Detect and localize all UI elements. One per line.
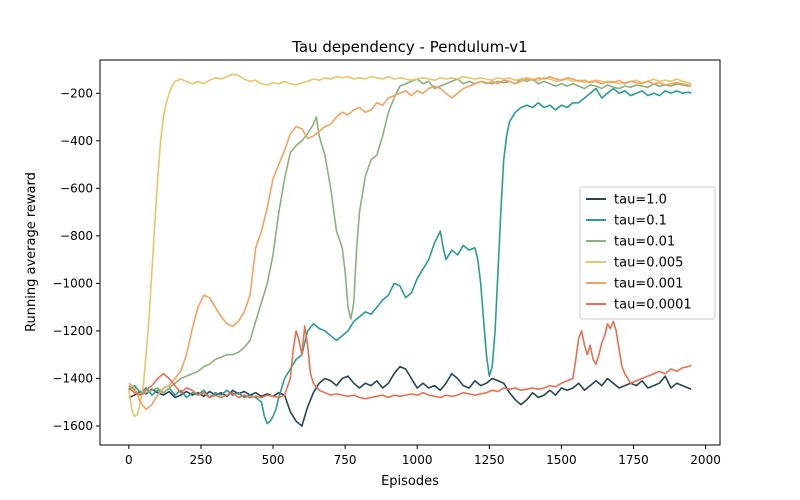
series-line-1 (128, 87, 692, 425)
x-axis-label: Episodes (381, 474, 439, 489)
x-tick-label: 2000 (690, 453, 721, 467)
y-tick-label: −1200 (52, 324, 93, 338)
x-tick-label: 1750 (618, 453, 649, 467)
legend-label-1: tau=0.1 (614, 214, 667, 229)
y-tick-label: −400 (60, 134, 93, 148)
legend-label-0: tau=1.0 (614, 193, 667, 208)
series-line-3 (128, 73, 692, 418)
series-line-4 (128, 75, 692, 411)
y-tick-label: −800 (60, 229, 93, 243)
legend-label-3: tau=0.005 (614, 256, 683, 271)
legend-label-4: tau=0.001 (614, 277, 683, 292)
x-tick-label: 1500 (546, 453, 577, 467)
legend-box (579, 186, 716, 320)
x-tick-label: 500 (262, 453, 285, 467)
legend: tau=1.0 tau=0.1 tau=0.01 tau=0.005 tau=0.001… (579, 186, 716, 320)
y-tick-label: −1600 (52, 419, 93, 433)
y-tick-label: −1000 (52, 276, 93, 290)
x-tick-label: 1250 (474, 453, 505, 467)
y-tick-label: −1400 (52, 371, 93, 385)
x-tick-label: 750 (334, 453, 357, 467)
series-line-0 (128, 365, 692, 427)
x-tick-label: 1000 (402, 453, 433, 467)
x-tick-label: 250 (189, 453, 212, 467)
y-axis-label: Running average reward (24, 172, 39, 332)
legend-label-2: tau=0.01 (614, 235, 675, 250)
plot-area-frame (99, 59, 721, 446)
legend-label-5: tau=0.0001 (614, 298, 692, 313)
y-tick-label: −200 (60, 86, 93, 100)
y-tick-label: −600 (60, 181, 93, 195)
y-axis: −1600 −1400 −1200 −1000 −800 −600 −400 −200 (52, 86, 100, 433)
plot-lines (128, 73, 692, 427)
x-axis: 0 250 500 750 1000 1250 1500 1750 2000 (125, 445, 721, 467)
chart-title: Tau dependency - Pendulum-v1 (291, 38, 527, 56)
series-line-2 (128, 78, 692, 396)
series-line-5 (128, 320, 692, 400)
x-tick-label: 0 (125, 453, 133, 467)
